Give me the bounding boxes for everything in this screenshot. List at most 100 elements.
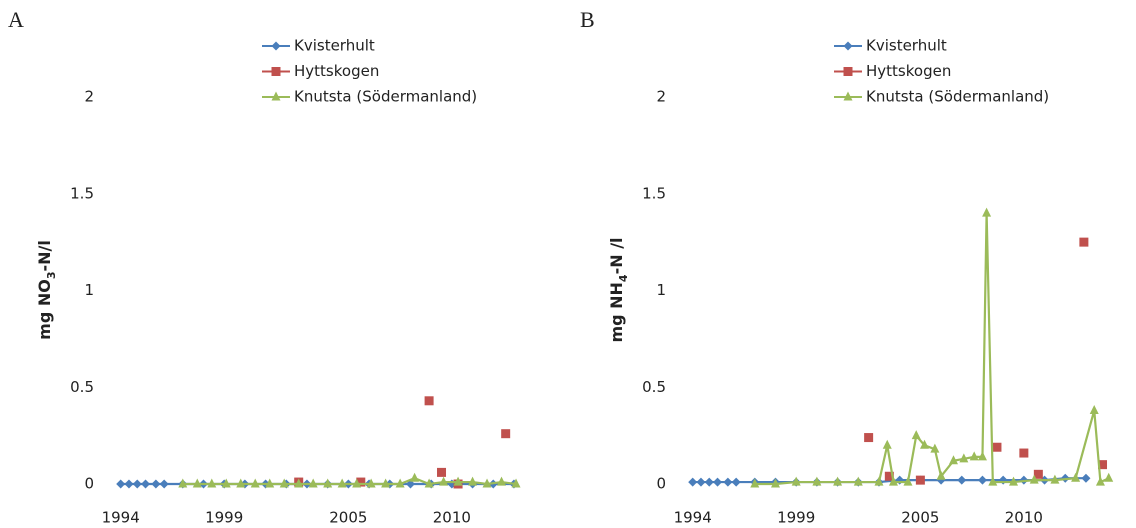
marker — [903, 476, 913, 486]
marker — [888, 476, 898, 486]
y-axis-label-part: 3 — [45, 272, 58, 280]
marker — [178, 478, 188, 488]
y-axis-label: mg NH4-N /l — [607, 237, 630, 342]
marker — [308, 478, 318, 488]
marker — [977, 475, 987, 485]
marker — [453, 476, 463, 486]
y-tick-label: 1 — [84, 281, 94, 299]
marker — [930, 443, 940, 453]
marker — [982, 207, 992, 217]
marker — [1098, 460, 1108, 470]
marker — [279, 478, 289, 488]
x-tick-label: 1994 — [674, 509, 712, 527]
y-axis-label-part: 4 — [617, 274, 630, 282]
marker — [1029, 474, 1039, 484]
y-axis-label-part: mg NO — [35, 279, 54, 340]
x-tick-label: 2005 — [329, 509, 367, 527]
marker — [874, 476, 884, 486]
marker — [366, 478, 376, 488]
marker — [395, 478, 405, 488]
marker — [124, 479, 134, 489]
marker — [437, 467, 447, 477]
marker — [911, 430, 921, 440]
marker — [352, 478, 362, 488]
marker — [992, 442, 1002, 452]
legend-label: Knutsta (Södermanland) — [294, 88, 477, 106]
marker — [1095, 476, 1105, 486]
marker — [356, 477, 366, 487]
y-tick-label: 2 — [84, 88, 94, 106]
marker — [424, 478, 434, 488]
legend-marker — [271, 67, 281, 76]
panel-label: B — [580, 7, 595, 32]
marker — [410, 472, 420, 482]
y-axis-label-part: mg NH — [607, 282, 626, 342]
marker — [853, 476, 863, 486]
marker — [511, 478, 521, 488]
marker — [1009, 476, 1019, 486]
legend-label: Hyttskogen — [294, 62, 379, 80]
y-axis-label: mg NO3-N/l — [35, 240, 58, 340]
y-tick-label: 0.5 — [70, 378, 94, 396]
marker — [1033, 469, 1043, 479]
marker — [1071, 472, 1081, 482]
marker — [1104, 472, 1114, 482]
marker — [381, 478, 391, 488]
marker — [132, 479, 142, 489]
y-axis-label-part: -N/l — [35, 240, 54, 271]
marker — [1081, 473, 1091, 483]
x-tick-label: 1999 — [205, 509, 243, 527]
marker — [1019, 448, 1029, 458]
marker — [439, 476, 449, 486]
marker — [337, 478, 347, 488]
marker — [731, 477, 741, 487]
legend-marker — [271, 91, 281, 101]
marker — [1050, 474, 1060, 484]
marker — [482, 478, 492, 488]
legend-marker — [843, 67, 853, 76]
marker — [770, 478, 780, 488]
y-axis-label-part: -N /l — [607, 237, 626, 274]
marker — [151, 479, 161, 489]
marker — [323, 478, 333, 488]
marker — [723, 477, 733, 487]
marker — [977, 451, 987, 461]
y-tick-label: 1 — [656, 281, 666, 299]
marker — [920, 439, 930, 449]
marker — [791, 476, 801, 486]
marker — [884, 471, 894, 481]
y-tick-label: 0 — [656, 475, 666, 493]
series-line — [754, 213, 1110, 486]
legend-marker — [271, 41, 281, 51]
marker — [1079, 237, 1089, 247]
marker — [116, 479, 126, 489]
legend-label: Kvisterhult — [294, 37, 375, 55]
marker — [696, 477, 706, 487]
marker — [750, 478, 760, 488]
x-tick-label: 2010 — [433, 509, 471, 527]
marker — [864, 433, 874, 443]
marker — [988, 476, 998, 486]
x-tick-label: 2005 — [901, 509, 939, 527]
marker — [265, 478, 275, 488]
legend-marker — [843, 91, 853, 101]
marker — [250, 478, 260, 488]
x-tick-label: 1999 — [777, 509, 815, 527]
marker — [141, 479, 151, 489]
marker — [936, 470, 946, 480]
marker — [468, 476, 478, 486]
legend-label: Hyttskogen — [866, 62, 951, 80]
marker — [207, 478, 217, 488]
marker — [294, 478, 304, 488]
y-tick-label: 1.5 — [70, 184, 94, 202]
x-tick-label: 2010 — [1005, 509, 1043, 527]
marker — [192, 478, 202, 488]
legend-label: Kvisterhult — [866, 37, 947, 55]
marker — [948, 455, 958, 465]
panel-label: A — [8, 7, 24, 32]
marker — [957, 475, 967, 485]
marker — [688, 477, 698, 487]
marker — [236, 478, 246, 488]
